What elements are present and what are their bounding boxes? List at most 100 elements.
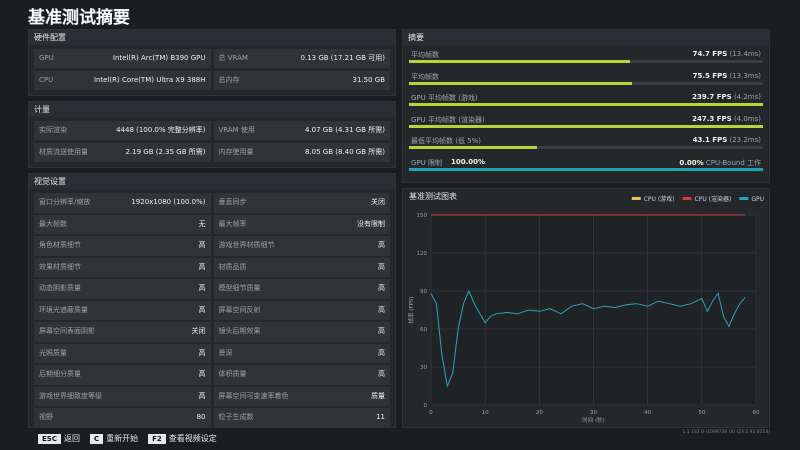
setting-value: 无 [198,219,206,228]
setting-value: 4.07 GB (4.31 GB 所需) [305,126,385,134]
chart-title: 基准测试图表 [409,191,457,201]
summary-value: 239.7 FPS (4.2ms) [692,93,761,101]
setting-value: 2.19 GB (2.35 GB 所需) [125,148,206,156]
setting-value: Intel(R) Arc(TM) B390 GPU [112,54,206,62]
bound-label: GPU 限制 [411,158,442,167]
setting-cell: GPU Intel(R) Arc(TM) B390 GPU [34,49,211,68]
panel-header: 硬件配置 [29,30,395,45]
setting-value: 高 [378,348,385,357]
fps-value: 75.5 FPS [692,71,728,80]
setting-label: 材质品质 [218,262,247,271]
cpu-value: 0.00% [679,158,704,167]
x-tick-label: 20 [536,410,543,416]
legend-label: CPU (渲染器) [695,195,732,203]
setting-cell: 窗口分辨率/缩放 1920x1080 (100.0%) [34,193,211,213]
y-tick-label: 60 [420,327,427,333]
frame-time: (4.2ms) [733,93,761,101]
setting-cell: 实际渲染 4448 (100.0% 完整分辨率) [34,121,211,140]
setting-label: 角色材质细节 [39,241,81,249]
setting-cell: 总内存 31.50 GB [213,71,390,90]
setting-cell: 内存使用量 8.05 GB (8.40 GB 所需) [213,143,390,162]
setting-cell: 模型细节质量 高 [213,279,390,299]
footer-button[interactable]: F2 查看视频设定 [148,434,217,444]
setting-cell: VRAM 使用 4.07 GB (4.31 GB 所需) [213,121,390,140]
panel-header: 视觉设置 [29,174,395,189]
setting-label: 最大帧数 [39,219,67,228]
setting-label: GPU [39,54,54,62]
y-axis-label: 帧率 (FPS) [407,296,415,323]
setting-label: 游戏世界材质细节 [218,241,275,249]
setting-value: 1920x1080 (100.0%) [131,198,206,206]
legend-swatch [739,197,749,200]
frame-time: (23.2ms) [729,136,761,144]
setting-cell: 景深 高 [213,343,390,363]
x-tick-label: 0 [429,410,433,416]
summary-row: GPU 平均帧数 (游戏) 239.7 FPS (4.2ms) [409,93,763,113]
setting-label: 景深 [218,348,233,357]
setting-label: 最大帧率 [218,219,247,228]
bar-track [409,167,763,171]
setting-label: 体积质量 [218,370,247,378]
setting-value: 高 [198,370,206,378]
bar-track [409,81,763,85]
setting-label: 镜头后期效果 [218,327,261,335]
panel: 摘要 平均帧数 74.7 FPS (13.4ms) 平均帧数 75.5 FPS (13.… [402,29,770,183]
setting-cell: 动态阴影质量 高 [34,279,211,299]
legend-swatch [682,197,692,200]
key-hint: ESC [38,434,61,444]
setting-label: 窗口分辨率/缩放 [39,198,91,206]
setting-cell: 光照质量 高 [34,343,211,363]
summary-label: GPU 平均帧数 (游戏) [411,94,478,102]
setting-value: 8.05 GB (8.40 GB 所需) [305,148,385,156]
setting-cell: 粒子生成数 11 [213,408,390,428]
setting-value: 高 [378,305,385,314]
setting-cell: 效果材质细节 高 [34,257,211,277]
x-tick-label: 10 [482,410,489,416]
y-tick-label: 0 [424,403,428,409]
footer-button[interactable]: ESC 返回 [38,434,80,444]
key-hint: F2 [148,434,166,444]
setting-cell: 体积质量 高 [213,365,390,385]
setting-value: 高 [378,262,385,271]
setting-value: 0.13 GB (17.21 GB 可用) [300,54,385,62]
footer-button[interactable]: C 重新开始 [89,434,139,444]
bound-value: 100.00% [451,157,486,166]
x-tick-label: 40 [644,410,651,416]
summary-bar [409,124,763,128]
summary-label: GPU 平均帧数 (渲染器) [411,115,485,124]
panel: 视觉设置窗口分辨率/缩放 1920x1080 (100.0%) 垂直同步 关闭最大帧数… [28,173,396,428]
setting-cell: 后期细分质量 高 [34,365,211,385]
summary-value: 74.7 FPS (13.4ms) [693,50,761,58]
setting-value: 高 [378,327,385,335]
cpu-text: CPU-Bound 工作 [705,158,761,167]
setting-value: 高 [198,305,206,314]
setting-label: 光照质量 [39,348,67,357]
setting-cell: CPU Intel(R) Core(TM) Ultra X9 388H [34,71,211,90]
setting-label: 材质流送使用量 [39,148,88,156]
setting-value: 4448 (100.0% 完整分辨率) [116,126,206,134]
setting-value: 高 [378,241,385,249]
setting-value: 质量 [371,391,385,400]
setting-label: 总 VRAM [218,54,248,62]
summary-row: 平均帧数 75.5 FPS (13.3ms) [409,72,763,92]
button-label: 重新开始 [106,434,139,443]
setting-cell: 材质流送使用量 2.19 GB (2.35 GB 所需) [34,143,211,162]
bar-track [409,60,763,63]
setting-label: 屏幕空间反射 [218,305,261,314]
summary-label: 最低平均帧数 (低 5%) [411,137,482,145]
setting-cell: 垂直同步 关闭 [213,193,390,213]
setting-label: 环境光遮蔽质量 [39,305,88,314]
setting-label: 内存使用量 [218,148,254,156]
setting-value: 高 [198,284,206,292]
setting-label: 粒子生成数 [218,413,254,421]
x-axis-label: 时间 (秒) [582,416,605,424]
summary-value: 75.5 FPS (13.3ms) [693,72,761,80]
panel: 计量 实际渲染 4448 (100.0% 完整分辨率) VRAM 使用 4.07 GB … [28,101,396,168]
setting-cell: 屏幕空间表面阴影 关闭 [34,322,211,342]
summary-bar [409,60,631,63]
page-title: 基准测试摘要 [28,8,130,28]
setting-label: 动态阴影质量 [39,284,81,292]
y-tick-label: 90 [420,289,427,295]
panel-header: 摘要 [403,30,769,45]
